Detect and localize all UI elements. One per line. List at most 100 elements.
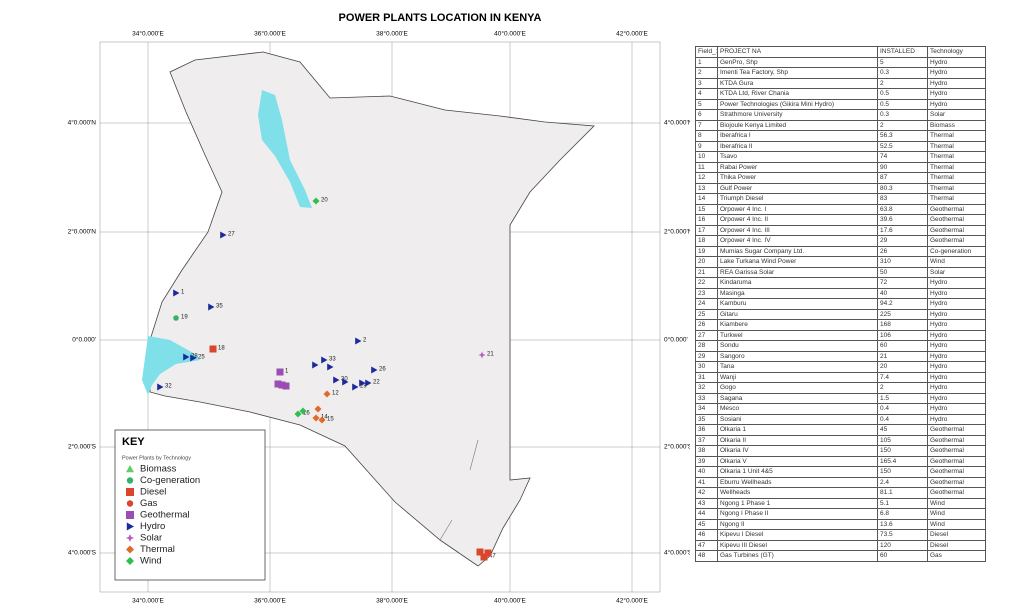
key-label: Thermal: [140, 544, 175, 555]
table-cell: 13.6: [877, 518, 928, 530]
table-cell: 17: [695, 224, 718, 236]
plant-label: 15: [327, 417, 334, 423]
table-cell: Olkaria 1: [717, 424, 878, 436]
table-row: 46 Kipevu I Diesel 73.5 Diesel: [695, 529, 986, 541]
plant-label: 18: [218, 346, 225, 352]
table-cell: Olkaria V: [717, 455, 878, 467]
key-label: Diesel: [140, 487, 166, 498]
table-row: 32 Gogo 2 Hydro: [695, 382, 986, 394]
lon-label: 40°0.000'E: [494, 30, 526, 38]
table-cell: Co-generation: [927, 245, 986, 257]
plant-marker: [190, 354, 197, 362]
table-cell: 28: [695, 340, 718, 352]
plant-marker: [173, 315, 179, 321]
plant-label: 35: [216, 304, 223, 310]
table-cell: Olkaria IV: [717, 445, 878, 457]
table-cell: Masinga: [717, 287, 878, 299]
table-cell: 7.4: [877, 371, 928, 383]
table-cell: 165.4: [877, 455, 928, 467]
table-cell: 2: [877, 119, 928, 131]
plants: 20 27 1 35 19 2 21 28 25 18 33 26 30 22 29 32 1 12 16 14 15 4…: [157, 197, 496, 561]
table-cell: 150: [877, 445, 928, 457]
table-cell: 81.1: [877, 487, 928, 499]
table-cell: Gas Turbines (GT): [717, 550, 878, 562]
table-cell: 25: [695, 308, 718, 320]
plant-marker: [209, 345, 217, 353]
lon-label: 36°0.000'E: [254, 597, 286, 605]
table-cell: 60: [877, 550, 928, 562]
table-cell: 45: [695, 518, 718, 530]
table-cell: Diesel: [927, 529, 986, 541]
table-cell: 42: [695, 487, 718, 499]
plant-label: 21: [487, 352, 494, 358]
table-cell: 21: [695, 266, 718, 278]
lat-label: 2°0.000'N: [68, 228, 97, 236]
table-cell: 10: [695, 151, 718, 163]
key-marker: [126, 488, 134, 496]
key-subtitle: Power Plants by Technology: [122, 455, 191, 461]
table-row: 17 Orpower 4 Inc. III 17.6 Geothermal: [695, 224, 986, 236]
plant-label: 26: [379, 367, 386, 373]
table-cell: INSTALLED: [877, 46, 928, 58]
table-cell: Iberafrica I: [717, 130, 878, 142]
table-row: 33 Sagana 1.5 Hydro: [695, 392, 986, 404]
table-row: 23 Masinga 40 Hydro: [695, 287, 986, 299]
table-cell: Geothermal: [927, 434, 986, 446]
table-cell: Ngong II: [717, 518, 878, 530]
table-cell: 15: [695, 203, 718, 215]
key-marker: [126, 522, 134, 531]
table-cell: 5: [695, 98, 718, 110]
key-marker: [126, 477, 134, 484]
table-row: 11 Rabai Power 90 Thermal: [695, 161, 986, 173]
table-cell: 20: [877, 361, 928, 373]
key-label: Biomass: [140, 464, 177, 475]
plant-label: 19: [181, 315, 188, 321]
lon-label: 38°0.000'E: [376, 597, 408, 605]
plant-marker: [333, 376, 340, 384]
key-marker: [126, 534, 134, 542]
plant-label: 33: [329, 357, 336, 363]
table-cell: 3: [695, 77, 718, 89]
table-row: 4 KTDA Ltd, River Chania 0.5 Hydro: [695, 88, 986, 100]
lon-label: 38°0.000'E: [376, 30, 408, 38]
table-cell: 63.8: [877, 203, 928, 215]
table-cell: Orpower 4 Inc. I: [717, 203, 878, 215]
plant-marker: [276, 368, 284, 376]
plant-marker: [318, 416, 326, 424]
table-cell: 16: [695, 214, 718, 226]
table-cell: 6.8: [877, 508, 928, 520]
table-cell: Sagana: [717, 392, 878, 404]
table-cell: 14: [695, 193, 718, 205]
plant-marker: [327, 363, 334, 371]
table-row: 13 Gulf Power 80.3 Thermal: [695, 182, 986, 194]
lat-label: 4°0.000'N: [664, 119, 690, 127]
table-cell: Ngong 1 Phase 1: [717, 497, 878, 509]
table-cell: 40: [695, 466, 718, 478]
table-cell: Hydro: [927, 298, 986, 310]
table-row: 2 Imenti Tea Factory, Shp 0.3 Hydro: [695, 67, 986, 79]
table-cell: 105: [877, 434, 928, 446]
table-row: 15 Orpower 4 Inc. I 63.8 Geothermal: [695, 203, 986, 215]
plant-label: 2: [363, 338, 367, 344]
plant-marker: [342, 378, 349, 386]
table-cell: Geothermal: [927, 455, 986, 467]
table-row: 45 Ngong II 13.6 Wind: [695, 518, 986, 530]
table-cell: Hydro: [927, 56, 986, 68]
table-row: 3 KTDA Gura 2 Hydro: [695, 77, 986, 89]
table-cell: 40: [877, 287, 928, 299]
plant-marker: [352, 383, 359, 391]
table-cell: 120: [877, 539, 928, 551]
key-title: KEY: [122, 436, 145, 448]
lon-label: 40°0.000'E: [494, 597, 526, 605]
table-row: 14 Triumph Diesel 83 Thermal: [695, 193, 986, 205]
plant-label: 29: [360, 384, 367, 390]
table-row: 34 Mesco 0.4 Hydro: [695, 403, 986, 415]
table-cell: Gulf Power: [717, 182, 878, 194]
table-cell: 26: [877, 245, 928, 257]
map-frame: [99, 41, 661, 593]
table-cell: Field_1: [695, 46, 718, 58]
plant-label: 30: [341, 377, 348, 383]
table-cell: 1: [695, 56, 718, 68]
table-cell: 32: [695, 382, 718, 394]
plant-marker: [314, 405, 322, 413]
